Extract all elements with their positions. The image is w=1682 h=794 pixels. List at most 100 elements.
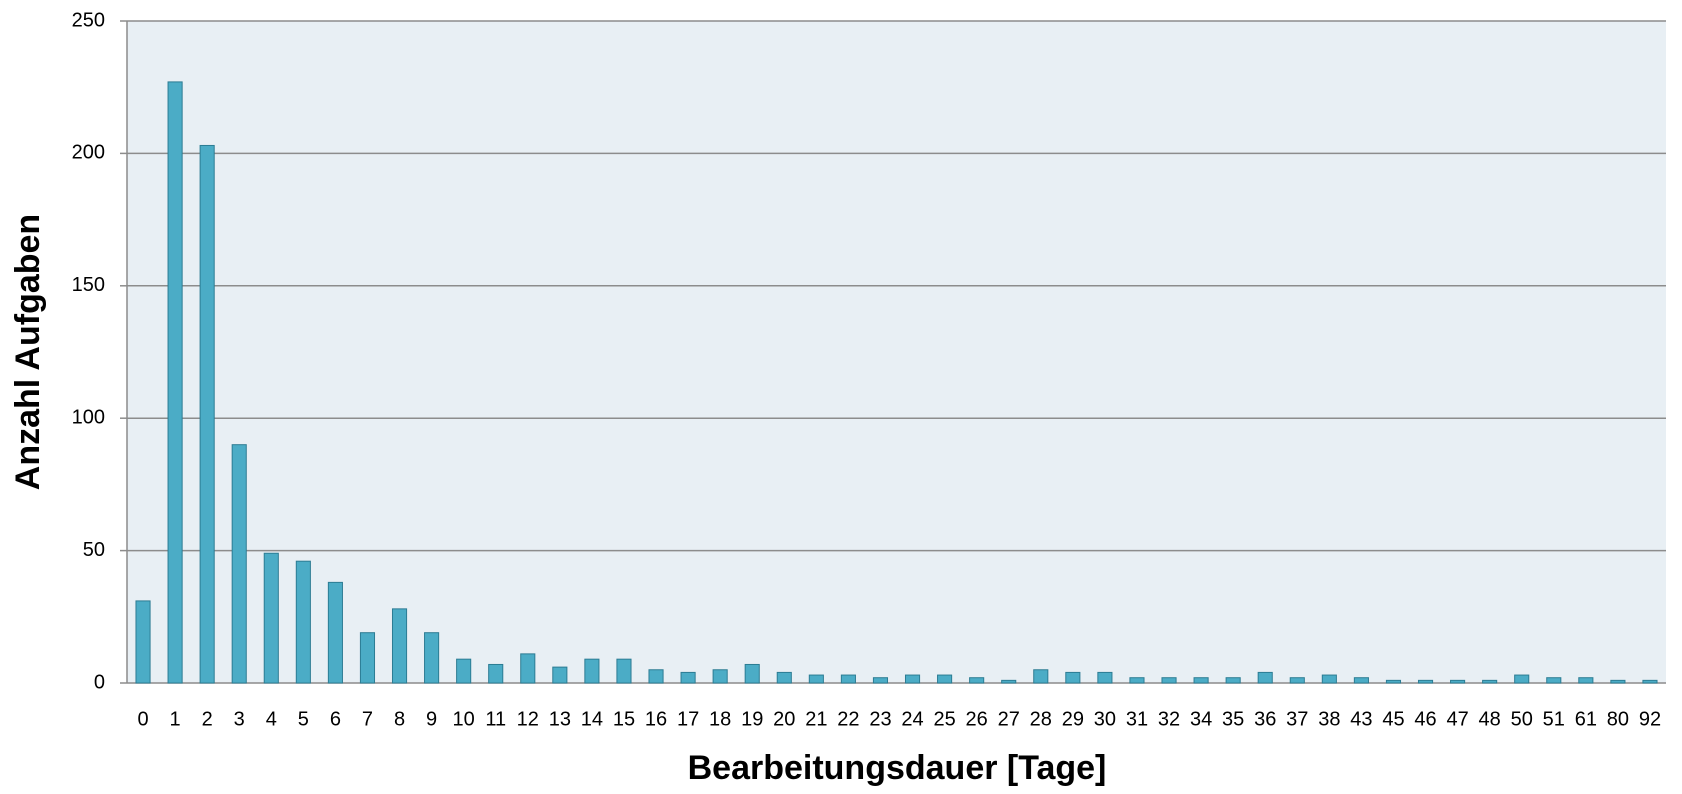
bar: [359, 632, 376, 684]
x-tick-label: 28: [1030, 708, 1052, 730]
x-tick-label: 46: [1414, 708, 1436, 730]
x-tick-label: 24: [901, 708, 923, 730]
bar: [776, 671, 792, 684]
bar: [1193, 677, 1209, 684]
x-tick-label: 61: [1575, 708, 1597, 730]
bar: [872, 677, 889, 684]
bar: [199, 144, 215, 684]
bar: [1353, 677, 1369, 684]
x-tick-label: 17: [677, 708, 699, 730]
x-tick-label: 32: [1158, 708, 1180, 730]
y-axis-title: Anzahl Aufgaben: [9, 214, 47, 490]
y-tick-label: 250: [72, 9, 105, 31]
bar: [327, 581, 343, 684]
x-tick-label: 31: [1126, 708, 1148, 730]
x-tick-label: 20: [773, 708, 795, 730]
bar: [1450, 679, 1466, 684]
x-tick-label: 47: [1446, 708, 1468, 730]
x-tick-label: 11: [485, 708, 506, 730]
bar: [744, 663, 760, 684]
x-tick-label: 25: [933, 708, 955, 730]
bar: [552, 666, 568, 684]
x-tick-label: 29: [1062, 708, 1084, 730]
bar: [1642, 679, 1658, 684]
x-tick-label: 12: [517, 708, 539, 730]
bar: [1161, 677, 1177, 684]
bar: [712, 669, 728, 684]
bar: [1097, 671, 1113, 684]
bar: [1129, 677, 1145, 684]
y-tick-label: 150: [72, 274, 105, 296]
x-tick-label: 4: [266, 708, 277, 730]
bar: [1417, 679, 1434, 684]
bar: [1482, 679, 1498, 684]
x-tick-label: 92: [1639, 708, 1661, 730]
x-tick-label: 45: [1382, 708, 1404, 730]
x-tick-label: 10: [453, 708, 475, 730]
bar: [424, 632, 440, 684]
bar: [969, 677, 985, 684]
bar: [1546, 677, 1562, 684]
bar: [904, 674, 921, 684]
y-tick-label: 200: [72, 142, 105, 164]
x-tick-label: 7: [362, 708, 373, 730]
x-tick-label: 37: [1286, 708, 1308, 730]
x-tick-label: 38: [1318, 708, 1340, 730]
bar: [1289, 677, 1305, 684]
x-tick-label: 3: [234, 708, 245, 730]
bar: [1610, 679, 1626, 684]
x-tick-label: 0: [137, 708, 148, 730]
bar: [1578, 677, 1594, 684]
bar: [1514, 674, 1530, 684]
x-tick-label: 9: [426, 708, 437, 730]
y-tick-label: 100: [72, 406, 105, 428]
bar: [840, 674, 856, 684]
bar: [488, 663, 504, 684]
bar: [1033, 669, 1049, 684]
bar: [263, 552, 279, 684]
x-tick-label: 18: [709, 708, 731, 730]
x-tick-label: 1: [170, 708, 181, 730]
y-tick-label: 0: [94, 671, 105, 693]
x-tick-label: 43: [1350, 708, 1372, 730]
bar: [648, 669, 664, 684]
x-axis-title: Bearbeitungsdauer [Tage]: [688, 749, 1107, 787]
bar: [1257, 671, 1273, 684]
bar: [167, 81, 183, 684]
bar: [231, 444, 247, 684]
x-tick-label: 30: [1094, 708, 1116, 730]
x-tick-label: 8: [394, 708, 405, 730]
x-tick-label: 80: [1607, 708, 1629, 730]
x-tick-label: 27: [998, 708, 1020, 730]
bar: [456, 658, 472, 684]
x-tick-label: 2: [202, 708, 213, 730]
bar: [937, 674, 953, 684]
x-tick-label: 34: [1190, 708, 1212, 730]
bar: [135, 600, 151, 684]
x-tick-label: 16: [645, 708, 667, 730]
x-tick-label: 23: [869, 708, 891, 730]
x-tick-label: 50: [1511, 708, 1533, 730]
x-tick-label: 19: [741, 708, 763, 730]
bar: [391, 608, 408, 684]
x-tick-label: 15: [613, 708, 635, 730]
y-tick-label: 50: [83, 539, 105, 561]
bar: [584, 658, 600, 684]
x-tick-label: 36: [1254, 708, 1276, 730]
bar: [1385, 679, 1402, 684]
bar: [1065, 671, 1081, 684]
bar: [1225, 677, 1241, 684]
x-tick-label: 51: [1543, 708, 1565, 730]
x-tick-label: 26: [966, 708, 988, 730]
bar: [520, 653, 536, 684]
x-tick-label: 13: [549, 708, 571, 730]
bar: [295, 560, 311, 684]
bar: [680, 671, 696, 684]
x-tick-label: 6: [330, 708, 341, 730]
x-tick-label: 21: [805, 708, 827, 730]
bar: [616, 658, 632, 684]
x-tick-label: 5: [298, 708, 309, 730]
x-tick-label: 48: [1479, 708, 1501, 730]
